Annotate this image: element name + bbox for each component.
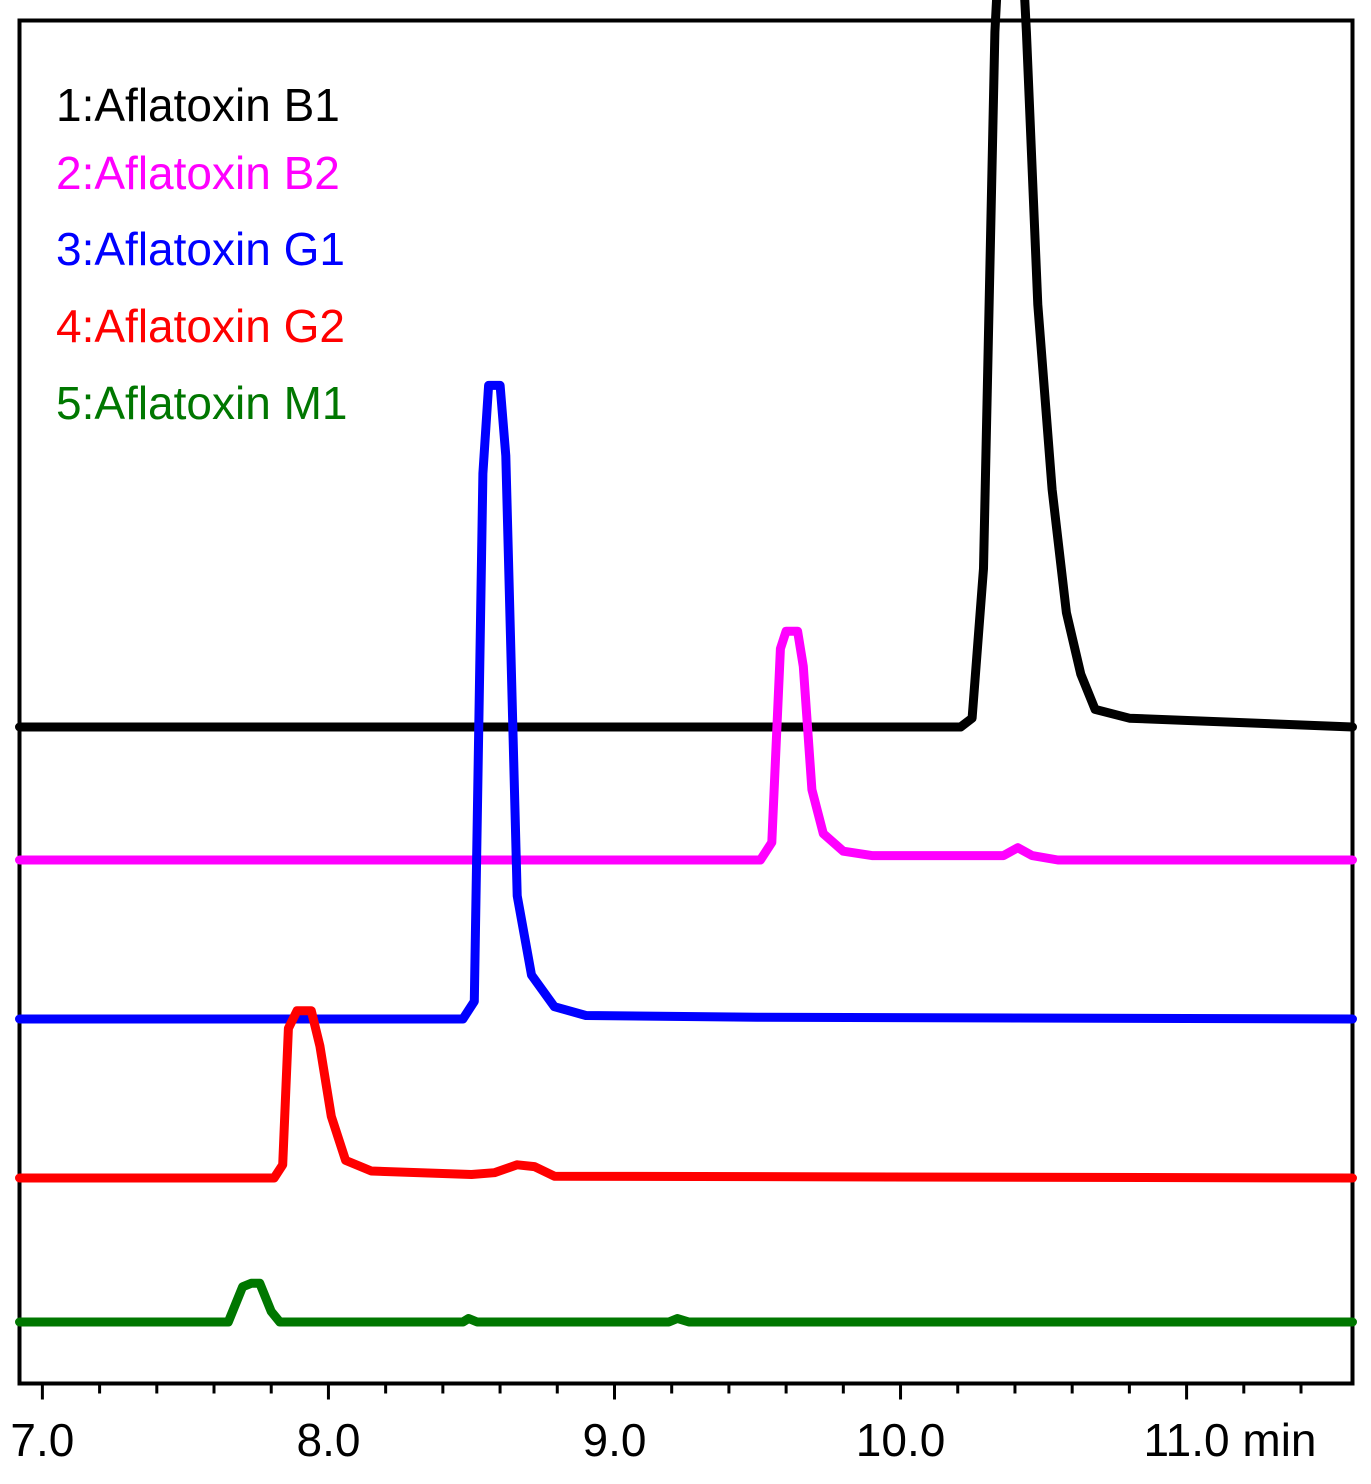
trace-series-4 bbox=[15, 1006, 1357, 1183]
trace-series-5 bbox=[15, 1278, 1357, 1327]
legend-entry-1: 1:Aflatoxin B1 bbox=[56, 79, 340, 131]
legend: 1:Aflatoxin B1 2:Aflatoxin B2 3:Aflatoxi… bbox=[56, 79, 347, 429]
x-tick-label: 7.0 bbox=[10, 1414, 74, 1466]
trace-series-1 bbox=[15, 0, 1357, 732]
x-tick-label: 8.0 bbox=[297, 1414, 361, 1466]
plot-frame bbox=[17, 18, 1355, 1386]
x-axis-tick-labels: 7.0 8.0 9.0 10.0 11.0 min bbox=[10, 1414, 1316, 1466]
trace-series-2 bbox=[15, 626, 1357, 865]
x-tick-label: 11.0 min bbox=[1144, 1414, 1317, 1466]
x-tick-label: 9.0 bbox=[583, 1414, 647, 1466]
legend-entry-4: 4:Aflatoxin G2 bbox=[56, 300, 345, 352]
trace-series-3 bbox=[15, 380, 1357, 1024]
legend-entry-2: 2:Aflatoxin B2 bbox=[56, 147, 340, 199]
trace-group bbox=[15, 0, 1357, 1327]
legend-entry-5: 5:Aflatoxin M1 bbox=[56, 377, 347, 429]
x-axis-ticks bbox=[40, 1383, 1303, 1400]
legend-entry-3: 3:Aflatoxin G1 bbox=[56, 223, 345, 275]
x-tick-label: 10.0 bbox=[856, 1414, 946, 1466]
